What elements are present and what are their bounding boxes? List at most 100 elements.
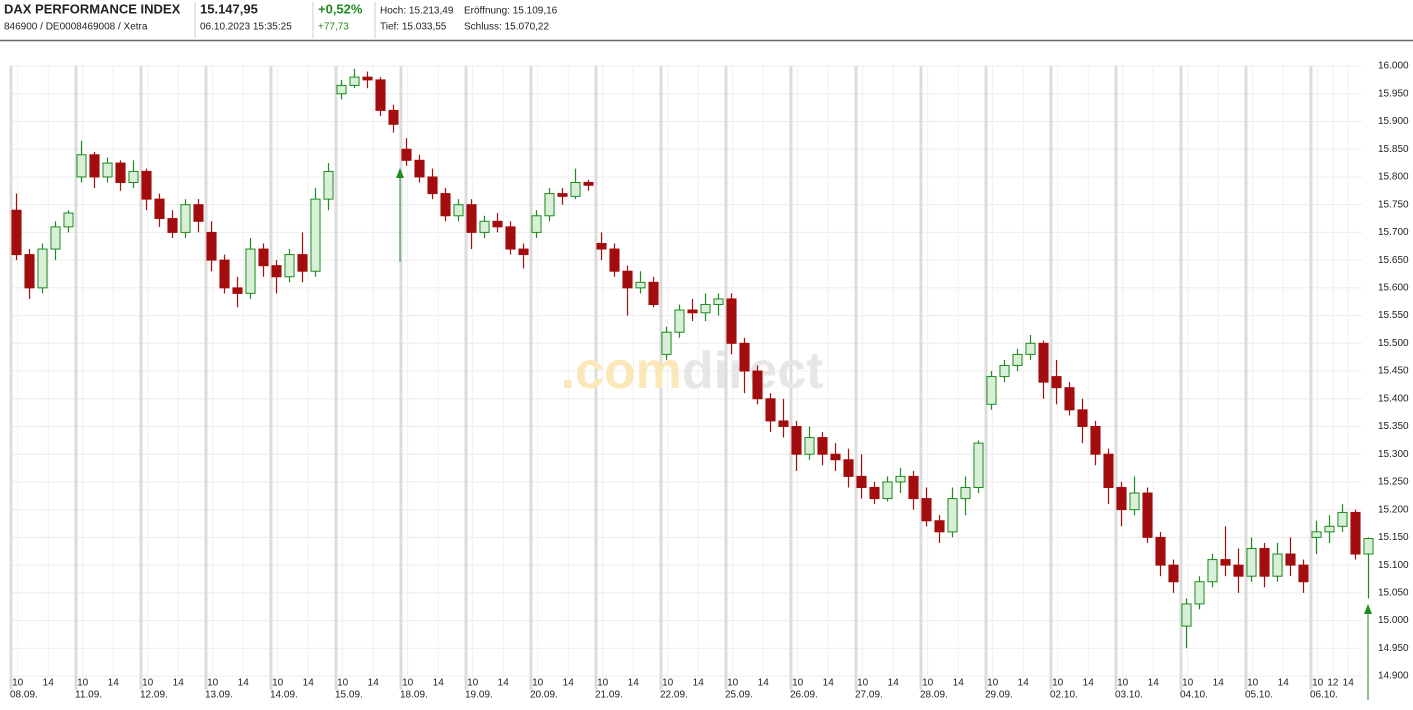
x-hour-label: 14 [888,678,900,689]
candle-body [1220,559,1231,566]
candle-body [1181,603,1192,627]
candle-body [518,248,529,256]
x-hour-label: 10 [77,678,89,689]
candle-body [453,204,464,217]
candle-body [830,453,841,461]
candle-body [1090,425,1101,455]
price: 15.147,95 [200,1,258,16]
candle-body [206,231,217,261]
candle-body [193,204,204,222]
candle-body [635,281,646,289]
y-tick-label: 15.250 [1378,477,1409,488]
candle-body [648,281,659,305]
candle-body [141,170,152,200]
y-tick-label: 15.150 [1378,532,1409,543]
x-day-label: 08.09. [10,690,38,701]
candle-body [37,248,48,289]
candle-body [999,364,1010,378]
x-hour-label: 14 [108,678,120,689]
candle-body [869,486,880,500]
candle-body [1311,531,1322,538]
close: Schluss: 15.070,22 [464,22,549,33]
candle-body [1259,547,1270,577]
candle-body [1142,492,1153,538]
x-hour-label: 10 [467,678,479,689]
y-tick-label: 15.600 [1378,282,1409,293]
candle-body [661,331,672,355]
y-tick-label: 15.350 [1378,421,1409,432]
x-hour-label: 14 [173,678,185,689]
candle-body [700,303,711,314]
arrow-head [1364,604,1372,614]
y-tick-label: 15.400 [1378,393,1409,404]
y-tick-label: 15.300 [1378,449,1409,460]
x-day-label: 20.09. [530,690,558,701]
arrow-head [396,168,404,178]
x-day-label: 21.09. [595,690,623,701]
candle-body [1064,387,1075,411]
candle-body [310,198,321,272]
candle-body [1077,409,1088,427]
candle-body [739,342,750,372]
candle-body [934,520,945,533]
y-tick-label: 14.900 [1378,671,1409,682]
candle-body [115,162,126,183]
candle-body [960,486,971,500]
candle-body [414,159,425,178]
x-hour-label: 14 [628,678,640,689]
candle-body [557,193,568,197]
candle-body [1298,564,1309,583]
y-tick-label: 15.750 [1378,199,1409,210]
candle-body [544,193,555,217]
change-abs: +77,73 [318,22,349,33]
x-day-label: 03.10. [1115,690,1143,701]
timestamp: 06.10.2023 15:35:25 [200,22,292,33]
candle-body [1155,536,1166,566]
candle-body [375,79,386,111]
change-pct: +0,52% [318,1,363,16]
candle-body [24,254,35,289]
candle-body [1194,581,1205,605]
x-day-label: 05.10. [1245,690,1273,701]
candle-body [1272,553,1283,577]
x-day-label: 29.09. [985,690,1013,701]
watermark: .comdirect [561,342,824,400]
candle-body [1012,353,1023,366]
low: Tief: 15.033,55 [380,22,447,33]
x-hour-label: 10 [532,678,544,689]
candle-body [271,265,282,278]
candle-body [817,437,828,455]
x-hour-label: 14 [563,678,575,689]
candle-body [362,76,373,81]
x-hour-label: 10 [1312,678,1324,689]
candle-body [596,242,607,250]
x-hour-label: 14 [498,678,510,689]
y-tick-label: 15.500 [1378,338,1409,349]
candle-body [336,84,347,95]
candle-body [947,498,958,533]
candle-body [674,309,685,333]
candle-body [895,475,906,483]
x-hour-label: 10 [1117,678,1129,689]
x-day-label: 22.09. [660,690,688,701]
candle-body [245,248,256,294]
candle-body [1285,553,1296,566]
x-hour-label: 10 [337,678,349,689]
y-tick-label: 15.900 [1378,116,1409,127]
x-hour-label: 14 [693,678,705,689]
candle-body [297,254,308,272]
candle-body [583,181,594,186]
x-hour-label: 14 [433,678,445,689]
candle-body [986,376,997,405]
candle-body [492,220,503,228]
y-tick-label: 15.200 [1378,504,1409,515]
candle-body [882,481,893,500]
x-day-label: 25.09. [725,690,753,701]
candle-body [531,215,542,233]
candle-body [63,212,74,228]
x-day-label: 06.10. [1310,690,1338,701]
candle-body [570,181,581,197]
candle-body [1337,511,1348,527]
x-hour-label: 14 [953,678,965,689]
